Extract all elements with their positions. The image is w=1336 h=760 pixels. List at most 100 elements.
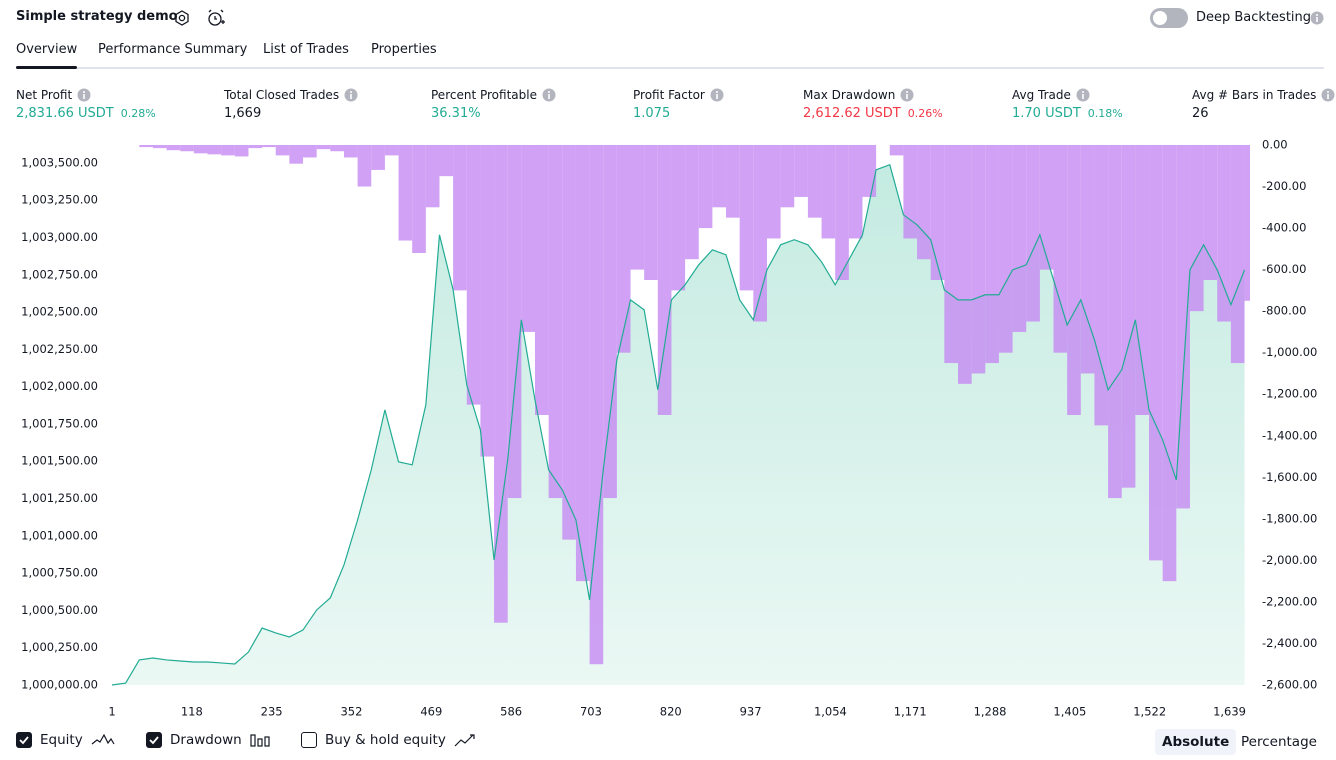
x-tick-label: 118 — [181, 705, 203, 719]
drawdown-bar — [384, 145, 399, 156]
info-icon[interactable] — [344, 88, 358, 102]
equity-toggle[interactable]: Equity — [16, 732, 115, 748]
drawdown-bar — [289, 145, 304, 164]
mode-button[interactable]: Percentage — [1241, 734, 1317, 750]
metric-value: 2,831.66 USDT 0.28% — [16, 106, 156, 121]
drawdown-bar — [971, 145, 986, 374]
y2-tick-label: -2,600.00 — [1262, 678, 1317, 692]
drawdown-bar — [630, 145, 645, 270]
y-tick-label: 1,002,750.00 — [21, 267, 98, 281]
tab[interactable]: Properties — [371, 42, 437, 57]
metric-label: Total Closed Trades — [224, 88, 358, 102]
info-icon[interactable] — [77, 88, 91, 102]
y2-tick-label: -1,400.00 — [1262, 428, 1317, 442]
y2-tick-label: -800.00 — [1262, 304, 1306, 318]
equity-icon — [91, 733, 115, 745]
y-tick-label: 1,000,500.00 — [21, 603, 98, 617]
deep-backtesting-label: Deep Backtesting — [1196, 10, 1312, 25]
drawdown-bar — [671, 145, 686, 291]
drawdown-bar — [644, 145, 658, 280]
drawdown-toggle[interactable]: Drawdown — [146, 732, 272, 748]
info-icon[interactable] — [900, 88, 914, 102]
info-bar — [1327, 94, 1330, 99]
drawdown-bar — [753, 145, 767, 322]
drawdown-bar — [1039, 145, 1054, 270]
y2-tick-label: -1,600.00 — [1262, 470, 1317, 484]
info-icon[interactable] — [1321, 88, 1335, 102]
metric-amount: 1.075 — [633, 106, 671, 121]
drawdown-bar — [166, 145, 181, 151]
info-dot — [547, 91, 550, 93]
metric-percent: 0.18% — [1087, 107, 1123, 120]
metric-percent: 0.26% — [907, 107, 943, 120]
info-dot — [715, 91, 718, 93]
drawdown-bar — [685, 145, 699, 260]
deep-backtesting-toggle[interactable] — [1150, 8, 1188, 28]
drawdown-bar — [1053, 145, 1068, 353]
drawdown-bar — [412, 145, 426, 253]
drawdown-bar — [1067, 145, 1081, 415]
metric-name: Net Profit — [16, 88, 73, 102]
y-tick-label: 1,000,000.00 — [21, 678, 98, 692]
y-tick-label: 1,002,000.00 — [21, 379, 98, 393]
info-dot — [906, 91, 909, 93]
settings-icon[interactable] — [173, 9, 191, 27]
metric-name: Max Drawdown — [803, 88, 896, 102]
drawdown-bar — [534, 145, 549, 415]
drawdown-bar — [303, 145, 317, 158]
info-icon[interactable] — [710, 88, 724, 102]
drawdown-bar — [698, 145, 713, 229]
metric-amount: 26 — [1192, 106, 1209, 121]
drawdown-bar — [1012, 145, 1027, 332]
metric-value: 1.075 — [633, 106, 670, 121]
drawdown-bar — [603, 145, 617, 499]
drawdown-bar — [139, 145, 153, 148]
drawdown-bar — [848, 145, 863, 239]
drawdown-bar — [1108, 145, 1122, 499]
metric-name: Profit Factor — [633, 88, 705, 102]
x-tick-label: 703 — [580, 705, 602, 719]
info-icon[interactable] — [1076, 88, 1090, 102]
tab[interactable]: List of Trades — [263, 42, 349, 57]
y2-tick-label: -2,200.00 — [1262, 594, 1317, 608]
tab-divider — [16, 67, 1324, 69]
info-icon[interactable] — [542, 88, 556, 102]
drawdown-icon — [250, 734, 270, 747]
check-mark — [149, 736, 159, 745]
y-tick-label: 1,003,000.00 — [21, 230, 98, 244]
buy-hold-icon — [454, 734, 475, 747]
equity-line — [111, 163, 1246, 686]
info-bar — [350, 94, 352, 99]
alert-icon[interactable] — [206, 8, 226, 28]
tab[interactable]: Performance Summary — [98, 42, 248, 57]
y-tick-label: 1,001,500.00 — [21, 454, 98, 468]
active-tab-indicator — [16, 66, 77, 69]
metric-value: 26 — [1192, 106, 1209, 121]
drawdown-bar — [494, 145, 508, 623]
drawdown-bar — [998, 145, 1013, 353]
drawdown-bar — [657, 145, 672, 415]
check-mark — [19, 736, 29, 745]
drawdown-bar — [766, 145, 781, 239]
drawdown-bar — [712, 145, 727, 208]
legend-label: Equity — [40, 732, 83, 748]
mode-button[interactable]: Absolute — [1155, 729, 1237, 755]
drawdown-bar — [821, 145, 836, 239]
drawdown-bar — [1176, 145, 1190, 509]
drawdown-bar — [944, 145, 958, 364]
metric-percent: 0.28% — [120, 107, 156, 120]
buy-hold-toggle[interactable]: Buy & hold equity — [301, 732, 478, 748]
drawdown-bar — [207, 145, 222, 155]
y2-tick-label: -400.00 — [1262, 221, 1306, 235]
tab[interactable]: Overview — [16, 42, 78, 57]
metric-label: Avg Trade — [1012, 88, 1090, 102]
y-tick-label: 1,001,250.00 — [21, 491, 98, 505]
drawdown-bar — [1230, 145, 1245, 364]
drawdown-bar — [780, 145, 795, 208]
metric-name: Total Closed Trades — [224, 88, 340, 102]
checkbox — [146, 732, 162, 748]
info-icon[interactable] — [1310, 11, 1324, 25]
drawdown-bar — [521, 145, 535, 332]
drawdown-bar — [507, 145, 522, 499]
